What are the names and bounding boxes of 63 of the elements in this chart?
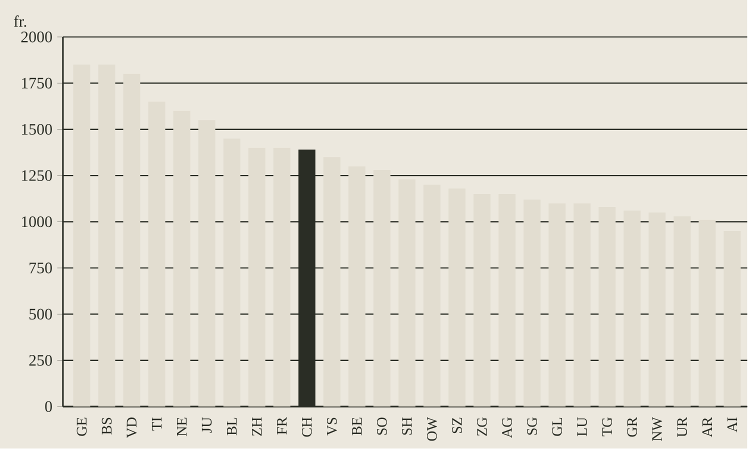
x-tick-label: AI <box>727 418 738 432</box>
bar <box>648 212 666 407</box>
bar <box>674 216 691 407</box>
bar <box>474 194 491 407</box>
x-tick-label: GE <box>76 418 87 436</box>
x-tick-label: VD <box>126 418 137 438</box>
x-tick-label: OW <box>427 417 437 441</box>
bar <box>148 102 166 407</box>
x-tick-label: GR <box>627 417 638 437</box>
x-tick-label: AG <box>502 418 512 438</box>
bar <box>173 111 190 407</box>
x-tick-label: SG <box>527 418 537 435</box>
y-tick-label: 750 <box>30 262 52 274</box>
bar <box>524 200 541 407</box>
x-tick-label: SO <box>377 418 387 435</box>
bar <box>123 74 140 407</box>
bar <box>624 210 641 407</box>
y-tick-label: 2000 <box>21 32 52 43</box>
y-tick-label: 1750 <box>22 78 52 89</box>
bar <box>398 179 416 407</box>
y-tick-label: 1000 <box>22 216 52 228</box>
bar <box>248 148 266 407</box>
x-tick-label: JU <box>202 417 212 434</box>
y-tick-label: 0 <box>45 401 52 412</box>
bar <box>98 64 116 407</box>
y-tick-label: 500 <box>29 308 52 320</box>
x-tick-label: NW <box>652 417 662 442</box>
x-tick-label: NE <box>176 418 187 436</box>
x-tick-label: TG <box>602 418 612 436</box>
bar <box>273 148 290 407</box>
bar <box>498 194 516 407</box>
bar <box>423 185 440 407</box>
x-tick-label: BS <box>102 418 112 435</box>
x-tick-label: TI <box>152 418 162 431</box>
bar <box>698 220 716 407</box>
x-tick-label: GL <box>552 418 562 436</box>
bar <box>198 120 216 407</box>
x-tick-label: CH <box>302 418 312 437</box>
bar <box>724 231 741 407</box>
bar <box>348 166 366 407</box>
x-tick-label: FR <box>277 417 287 435</box>
x-tick-label: BL <box>227 418 237 436</box>
x-tick-label: ZG <box>477 418 487 436</box>
x-tick-label: SH <box>402 418 412 435</box>
bar <box>73 64 90 407</box>
bar <box>574 204 591 407</box>
x-tick-label: ZH <box>252 418 262 436</box>
x-tick-label: UR <box>677 417 688 438</box>
x-tick-label: AR <box>702 417 712 438</box>
x-tick-label: VS <box>326 418 337 436</box>
bar <box>323 157 340 407</box>
x-tick-label: SZ <box>452 418 462 434</box>
bar <box>373 170 390 407</box>
y-axis-title: fr. <box>14 16 26 28</box>
bar <box>548 204 566 407</box>
y-tick-label: 1250 <box>22 170 52 182</box>
bar <box>223 138 240 407</box>
x-tick-label: LU <box>577 417 587 436</box>
y-tick-label: 1500 <box>22 124 52 135</box>
y-tick-label: 250 <box>29 355 52 366</box>
bar <box>448 188 466 407</box>
x-tick-label: BE <box>352 418 362 436</box>
bar <box>598 207 616 407</box>
